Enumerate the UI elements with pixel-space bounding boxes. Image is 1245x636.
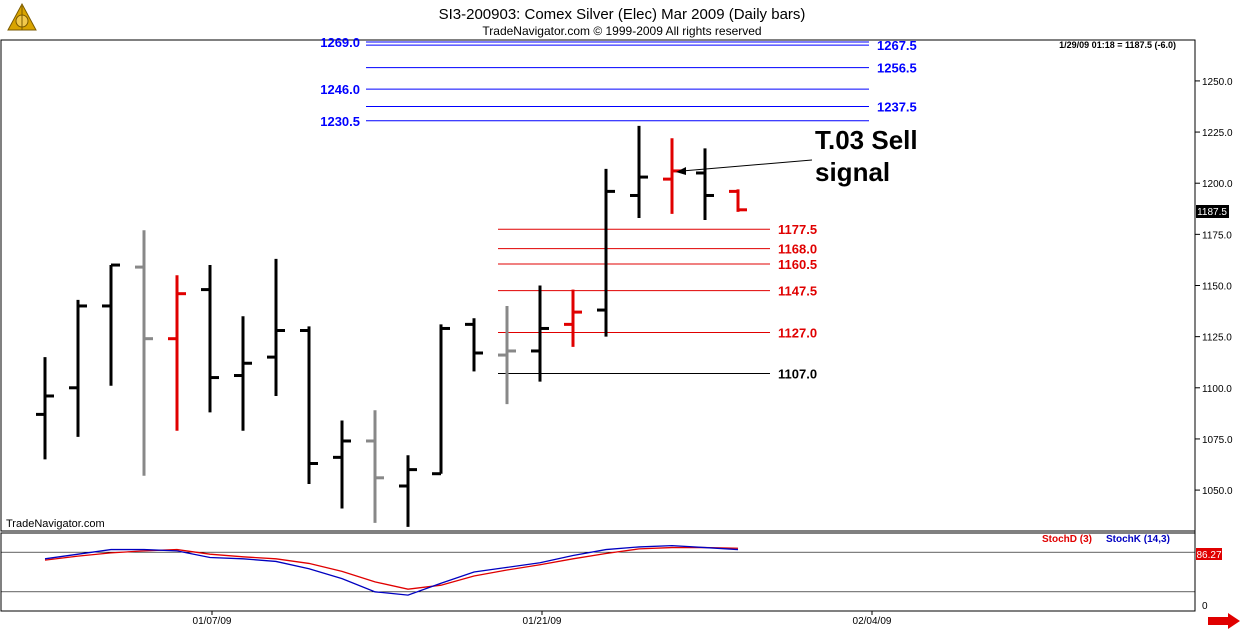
ohlc-bar [729,189,747,212]
date-axis: 01/07/09 01/21/09 02/04/09 [193,611,892,627]
ohlc-bar [36,357,54,460]
ohlc-bar [102,263,120,386]
stoch-value-marker: 86.27 [1196,548,1222,561]
signal-label-line2: signal [815,157,890,187]
y-tick-label: 1050.0 [1202,486,1233,497]
price-bars [36,125,747,527]
level-label: 1267.5 [877,38,917,53]
svg-text:1187.5: 1187.5 [1197,207,1227,218]
y-tick-label: 1200.0 [1202,179,1233,190]
y-tick-label: 1225.0 [1202,128,1233,139]
ohlc-bar [201,265,219,413]
signal-label-line1: T.03 Sell [815,125,918,155]
watermark-text: TradeNavigator.com [6,518,105,530]
level-label: 1230.5 [320,114,360,129]
ohlc-bar [267,258,285,396]
level-label: 1168.0 [778,242,817,257]
ohlc-bar [597,168,615,337]
y-tick-label: 1075.0 [1202,435,1233,446]
ohlc-bar [696,148,714,221]
stoch-tick-label: 0 [1202,601,1208,612]
price-axis: 1050.0 1075.0 1100.0 1125.0 1150.0 1175.0 1200… [1195,77,1233,497]
level-label: 1177.5 [778,222,817,237]
level-label: 1269.0 [320,35,360,50]
scroll-right-arrow-icon[interactable] [1208,613,1240,629]
level-label: 1127.0 [778,326,817,341]
legend-stochd: StochD (3) [1042,534,1092,545]
sell-signal-annotation: T.03 Sell signal [676,125,918,187]
last-price-info: 1/29/09 01:18 = 1187.5 (-6.0) [1059,40,1176,50]
y-tick-label: 1175.0 [1202,230,1232,241]
svg-text:86.27: 86.27 [1196,550,1221,561]
y-tick-label: 1250.0 [1202,77,1233,88]
level-label: 1160.5 [778,257,817,272]
ohlc-bar [135,230,153,476]
x-tick-label: 02/04/09 [853,616,892,627]
chart-title: SI3-200903: Comex Silver (Elec) Mar 2009… [439,6,806,23]
stoch-series-line [44,544,739,596]
level-label: 1256.5 [877,61,917,76]
ohlc-bar [630,125,648,218]
ohlc-bar [465,318,483,372]
ohlc-bar [498,305,516,405]
level-label: 1107.0 [778,366,817,381]
ohlc-bar [69,299,87,437]
ohlc-bar [432,324,450,476]
y-tick-label: 1125.0 [1202,333,1232,344]
ohlc-bar [564,289,582,347]
ohlc-bar [234,316,252,431]
price-levels: 1269.0 1267.5 1256.5 1246.0 1237.5 1230.5 1177… [320,35,917,381]
y-tick-label: 1100.0 [1202,384,1232,395]
level-label: 1246.0 [320,82,360,97]
copyright-text: TradeNavigator.com © 1999-2009 All right… [482,24,761,38]
ohlc-bar [399,455,417,527]
ohlc-bar [366,410,384,523]
x-tick-label: 01/07/09 [193,616,232,627]
last-price-marker: 1187.5 [1196,205,1229,218]
y-tick-label: 1150.0 [1202,282,1232,293]
stochastic-lines: 0 [1,544,1208,612]
ohlc-bar [531,285,549,382]
ohlc-bar [300,326,318,484]
level-label: 1147.5 [778,284,817,299]
ohlc-bar [333,420,351,509]
sextant-logo-icon [7,2,37,31]
x-tick-label: 01/21/09 [523,616,562,627]
ohlc-bar [168,275,186,431]
level-label: 1237.5 [877,99,917,114]
legend-stochk: StochK (14,3) [1106,534,1170,545]
